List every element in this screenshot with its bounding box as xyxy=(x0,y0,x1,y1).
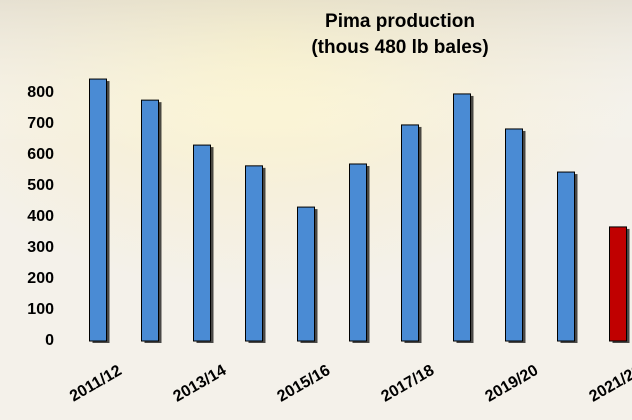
bar xyxy=(505,128,523,342)
y-tick-label: 700 xyxy=(27,115,54,132)
bar xyxy=(453,93,471,342)
bar xyxy=(401,124,419,342)
bar xyxy=(349,163,367,342)
bar xyxy=(297,206,315,342)
bar xyxy=(89,78,107,342)
y-tick-label: 500 xyxy=(27,177,54,194)
chart-title: (thous 480 lb bales) xyxy=(311,37,488,58)
y-tick-label: 400 xyxy=(27,208,54,225)
bar xyxy=(245,165,263,342)
chart-title: Pima production xyxy=(325,11,475,32)
y-tick-label: 800 xyxy=(27,84,54,101)
y-tick-label: 600 xyxy=(27,146,54,163)
bar xyxy=(557,171,575,342)
bar xyxy=(193,144,211,342)
bar xyxy=(141,99,159,342)
y-tick-label: 300 xyxy=(27,239,54,256)
y-tick-label: 200 xyxy=(27,270,54,287)
y-tick-label: 0 xyxy=(45,332,54,349)
y-tick-label: 100 xyxy=(27,301,54,318)
bar xyxy=(609,226,627,342)
